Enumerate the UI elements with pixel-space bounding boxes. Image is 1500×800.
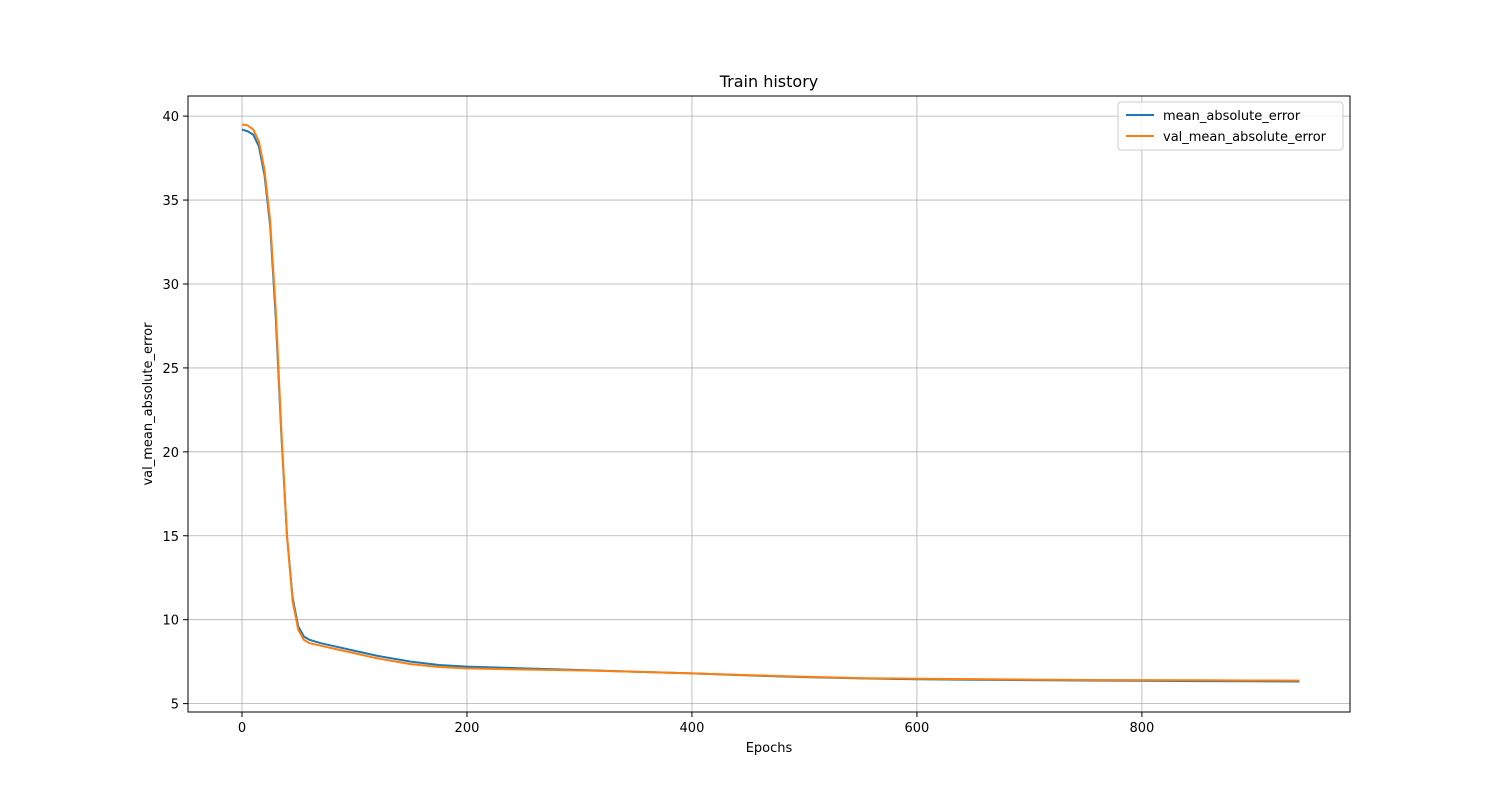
y-tick-label: 5 [171, 698, 179, 713]
x-tick-label: 600 [905, 721, 930, 736]
y-tick-label: 20 [162, 446, 179, 461]
grid-lines [188, 96, 1350, 712]
x-tick-label: 200 [455, 721, 480, 736]
y-tick-label: 25 [162, 362, 179, 377]
x-tick-label: 800 [1129, 721, 1154, 736]
y-axis-title: val_mean_absolute_error [141, 322, 156, 486]
y-tick-label: 30 [162, 278, 179, 293]
x-tick-label: 0 [238, 721, 246, 736]
x-axis-title: Epochs [746, 741, 793, 756]
y-tick-label: 15 [162, 530, 179, 545]
axis-ticks: 0 200 400 600 800 5 10 15 20 25 30 35 40 [162, 110, 1154, 736]
legend-label-mean-absolute-error: mean_absolute_error [1163, 109, 1301, 124]
x-tick-label: 400 [680, 721, 705, 736]
y-tick-label: 35 [162, 194, 179, 209]
series-line-val-mean-absolute-error [241, 123, 1300, 682]
chart-title: Train history [719, 72, 819, 91]
y-tick-label: 40 [162, 110, 179, 125]
y-tick-label: 10 [162, 614, 179, 629]
plot-frame [187, 95, 1351, 713]
legend-box [1117, 101, 1344, 151]
series-lines [241, 123, 1300, 683]
legend: mean_absolute_error val_mean_absolute_er… [1117, 101, 1344, 151]
legend-label-val-mean-absolute-error: val_mean_absolute_error [1163, 130, 1327, 145]
